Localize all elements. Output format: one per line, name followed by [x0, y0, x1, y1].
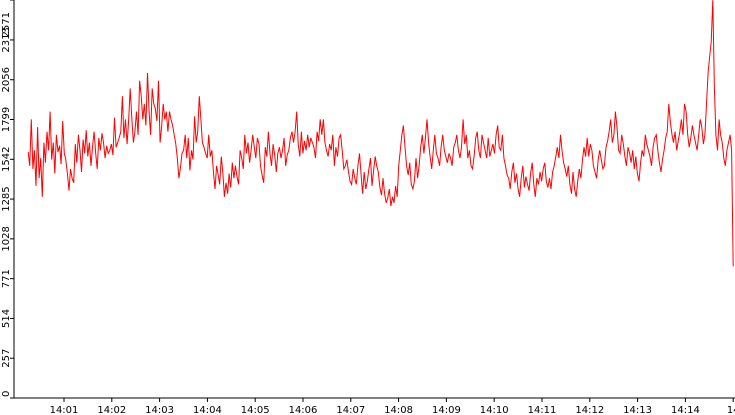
x-tick-label: 14:11	[528, 405, 557, 415]
y-tick-label: 1028	[1, 226, 12, 251]
x-tick-label: 14:03	[145, 405, 174, 415]
x-tick-label: 14:04	[193, 405, 222, 415]
x-tick-label: 14:06	[289, 405, 318, 415]
y-tick-label: 514	[1, 309, 12, 328]
y-tick-label: 771	[1, 269, 12, 288]
x-tick-label: 14:10	[480, 405, 509, 415]
y-tick-label: 0	[1, 391, 12, 397]
x-tick-label: 14:13	[623, 405, 652, 415]
y-tick-label: 2571	[1, 12, 12, 37]
y-tick-label: 1285	[1, 186, 12, 211]
y-tick-label: 2313	[1, 27, 12, 52]
x-tick-label: 14:09	[432, 405, 461, 415]
y-tick-label: 1799	[1, 107, 12, 132]
x-tick-label: 14	[727, 405, 735, 415]
y-tick-label: 2056	[1, 67, 12, 92]
x-tick-label: 14:01	[50, 405, 79, 415]
y-tick-label: 1542	[1, 147, 12, 172]
series-line	[27, 0, 734, 267]
x-tick-label: 14:14	[671, 405, 700, 415]
y-tick-label: 257	[1, 349, 12, 368]
x-tick-label: 14:12	[575, 405, 604, 415]
x-tick-label: 14:08	[384, 405, 413, 415]
x-axis: 14:01 14:02 14:03 14:04 14:05 14:06 14:07 14:08…	[14, 397, 735, 415]
plot-area	[27, 0, 734, 267]
x-tick-label: 14:05	[241, 405, 270, 415]
x-tick-label: 14:02	[97, 405, 126, 415]
x-tick-label: 14:07	[336, 405, 365, 415]
